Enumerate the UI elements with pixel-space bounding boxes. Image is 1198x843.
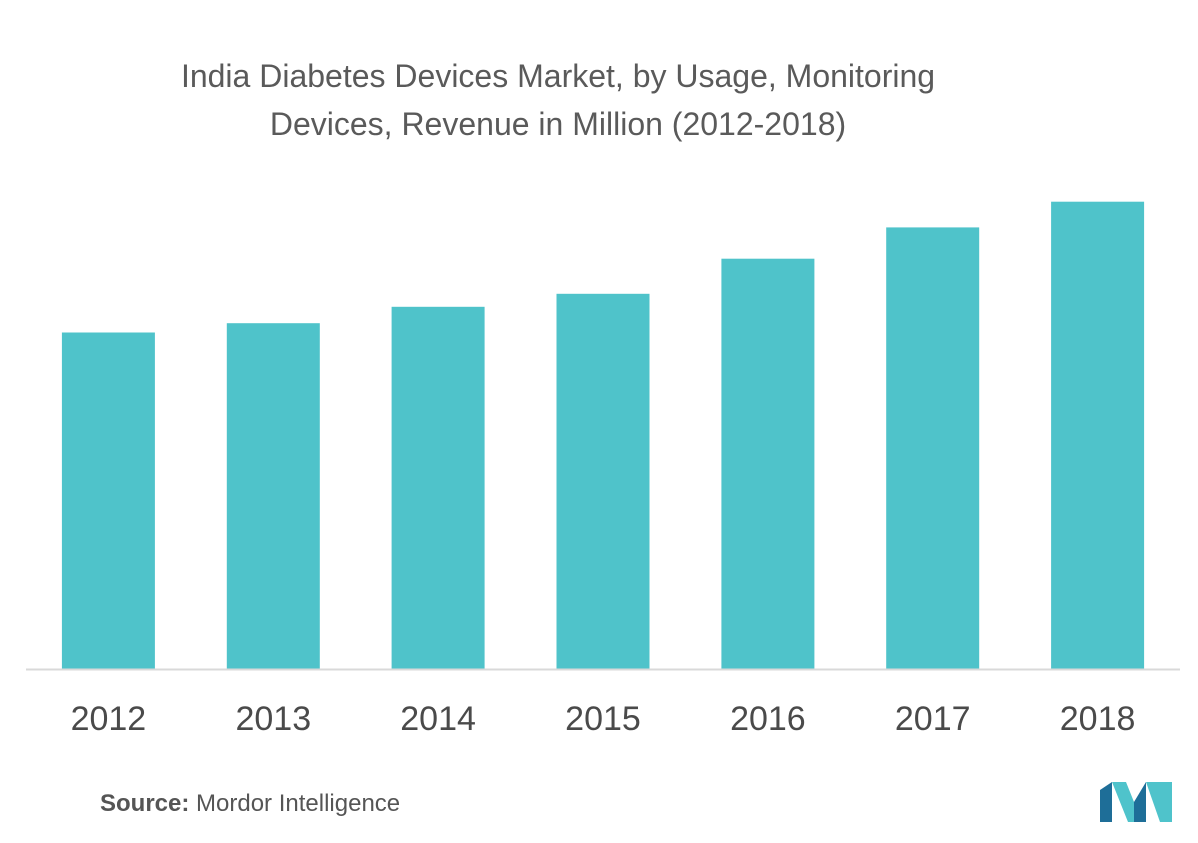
x-tick-label-2017: 2017 [895,700,971,738]
chart-title-line-1: India Diabetes Devices Market, by Usage,… [180,58,936,94]
x-tick-label-2014: 2014 [400,700,476,738]
x-tick-label-2012: 2012 [71,700,147,738]
bar-2012 [61,332,155,669]
source-label: Source: [100,790,190,817]
x-tick-label-2013: 2013 [235,700,311,738]
x-tick-label-2015: 2015 [565,700,641,738]
bar-2017 [886,227,980,669]
mordor-intelligence-logo-icon [1100,782,1172,822]
x-tick-labels: 2012 2013 2014 2015 2016 2017 2018 [71,700,1136,738]
chart-title-line-2: Devices, Revenue in Million (2012-2018) [269,106,847,142]
bar-2014 [391,306,485,669]
x-tick-label-2018: 2018 [1060,700,1136,738]
source-text: Mordor Intelligence [189,790,401,817]
x-tick-label-2016: 2016 [730,700,806,738]
source-note: Source: Mordor Intelligence [100,790,400,818]
bar-2016 [721,258,815,669]
bars-group [61,201,1145,669]
chart-title: India Diabetes Devices Market, by Usage,… [0,52,1116,148]
bar-2013 [226,323,320,669]
bar-2015 [556,293,650,669]
bar-2018 [1051,201,1145,669]
